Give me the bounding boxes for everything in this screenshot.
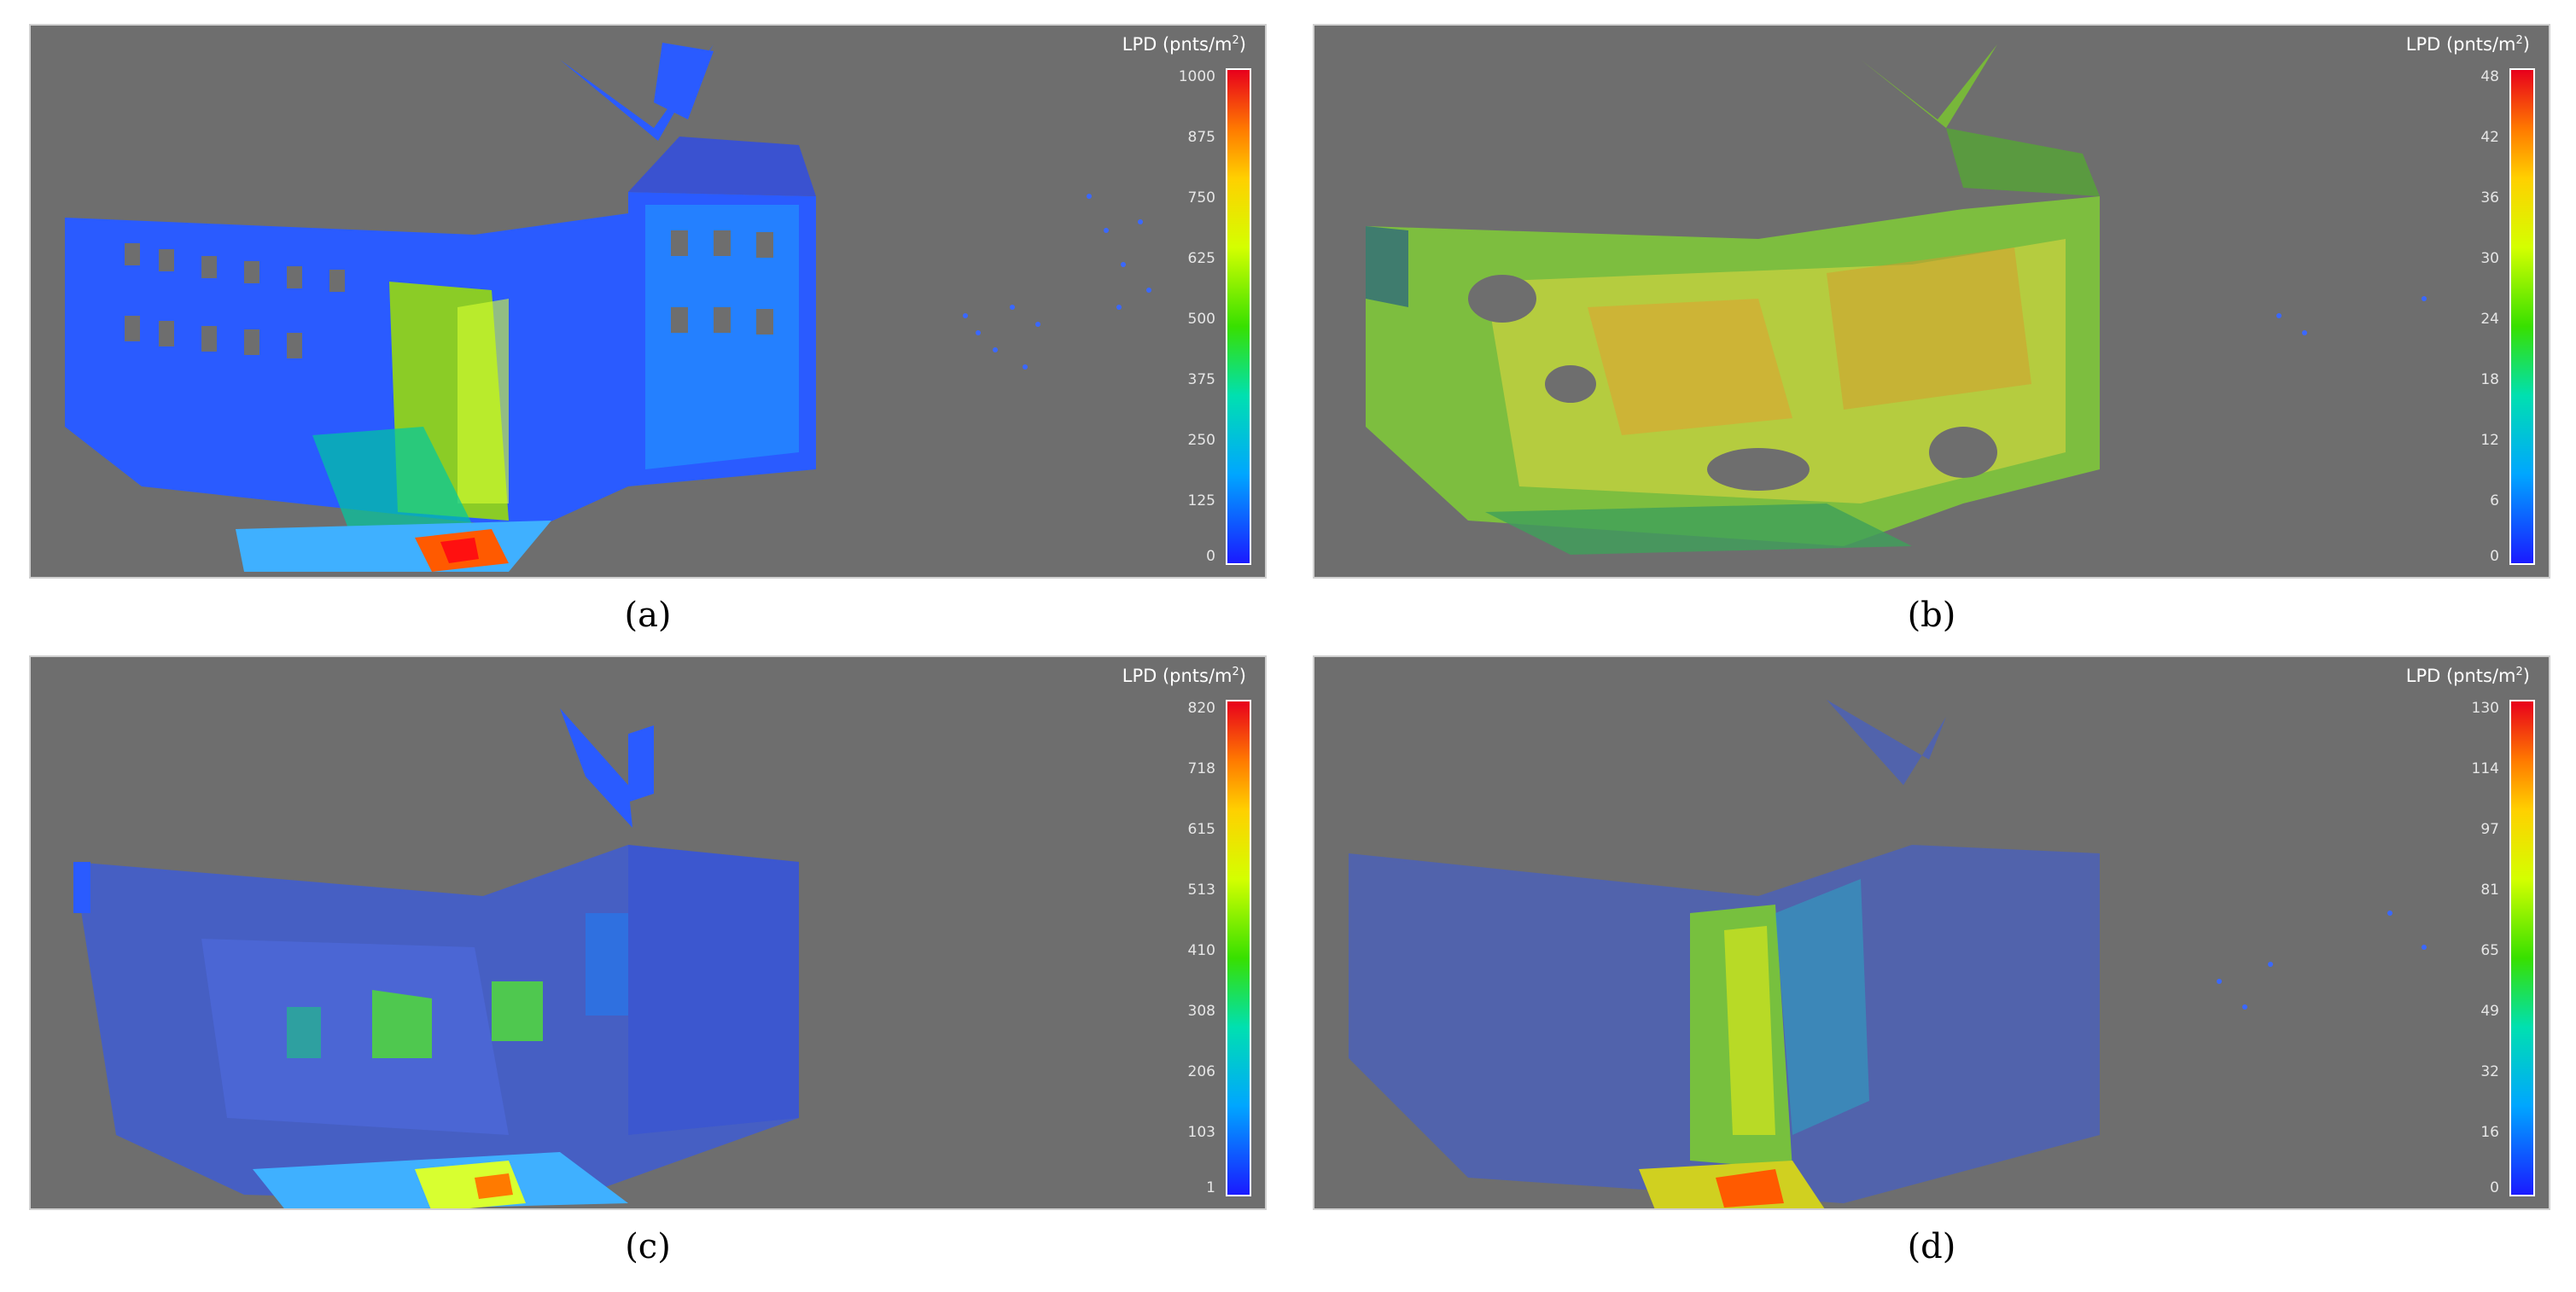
panel-caption-b: (b) <box>1907 596 1956 635</box>
colorbar-tick: 0 <box>2490 1179 2499 1196</box>
legend-title: LPD (pnts/m2) <box>1122 34 1246 55</box>
colorbar-tick: 130 <box>2471 700 2499 717</box>
colorbar-tick: 375 <box>1187 371 1215 388</box>
point-cloud-panel-a: LPD (pnts/m2) 1000 875 750 625 500 375 2… <box>29 24 1267 579</box>
point-cloud-panel-d: LPD (pnts/m2) 130 114 97 81 65 49 32 16 … <box>1313 655 2550 1210</box>
colorbar-tick: 500 <box>1187 311 1215 328</box>
colorbar-tick: 308 <box>1187 1003 1215 1020</box>
colorbar-tick: 206 <box>1187 1063 1215 1080</box>
colorbar-tick: 97 <box>2480 821 2499 838</box>
colorbar-tick: 6 <box>2490 492 2499 509</box>
colorbar-tick: 1 <box>1206 1179 1215 1196</box>
panel-caption-c: (c) <box>625 1227 671 1266</box>
colorbar <box>2509 68 2535 565</box>
point-cloud-panel-b: LPD (pnts/m2) 48 42 36 30 24 18 12 6 0 <box>1313 24 2550 579</box>
legend-title: LPD (pnts/m2) <box>1122 666 1246 686</box>
colorbar-tick: 103 <box>1187 1124 1215 1141</box>
colorbar-tick: 81 <box>2480 882 2499 899</box>
colorbar <box>1226 700 1251 1196</box>
colorbar-tick: 48 <box>2480 68 2499 85</box>
colorbar-tick: 18 <box>2480 371 2499 388</box>
colorbar-tick: 410 <box>1187 942 1215 959</box>
colorbar-tick: 750 <box>1187 189 1215 207</box>
colorbar <box>1226 68 1251 565</box>
legend-title: LPD (pnts/m2) <box>2405 34 2530 55</box>
colorbar-tick: 36 <box>2480 189 2499 207</box>
colorbar-tick: 0 <box>2490 548 2499 565</box>
legend-title: LPD (pnts/m2) <box>2405 666 2530 686</box>
colorbar-tick: 16 <box>2480 1124 2499 1141</box>
colorbar-tick: 65 <box>2480 942 2499 959</box>
point-cloud-render-a <box>65 43 1151 572</box>
panel-caption-a: (a) <box>624 596 672 635</box>
colorbar-tick: 42 <box>2480 129 2499 146</box>
colorbar-tick: 30 <box>2480 250 2499 267</box>
colorbar-tick: 114 <box>2471 760 2499 777</box>
colorbar-tick: 12 <box>2480 432 2499 449</box>
point-cloud-render-d <box>1349 700 2427 1208</box>
colorbar-tick: 718 <box>1187 760 1215 777</box>
colorbar-tick: 250 <box>1187 432 1215 449</box>
colorbar-tick: 125 <box>1187 492 1215 509</box>
colorbar-tick: 615 <box>1187 821 1215 838</box>
colorbar-tick: 820 <box>1187 700 1215 717</box>
colorbar-tick: 49 <box>2480 1003 2499 1020</box>
point-cloud-render-b <box>1366 44 2427 555</box>
panel-caption-d: (d) <box>1907 1227 1956 1266</box>
colorbar-tick: 24 <box>2480 311 2499 328</box>
colorbar-tick: 32 <box>2480 1063 2499 1080</box>
colorbar-tick: 875 <box>1187 129 1215 146</box>
colorbar-tick: 1000 <box>1178 68 1215 85</box>
colorbar-tick: 0 <box>1206 548 1215 565</box>
point-cloud-render-c <box>73 708 799 1208</box>
colorbar-tick: 625 <box>1187 250 1215 267</box>
colorbar <box>2509 700 2535 1196</box>
point-cloud-panel-c: LPD (pnts/m2) 820 718 615 513 410 308 20… <box>29 655 1267 1210</box>
colorbar-tick: 513 <box>1187 882 1215 899</box>
